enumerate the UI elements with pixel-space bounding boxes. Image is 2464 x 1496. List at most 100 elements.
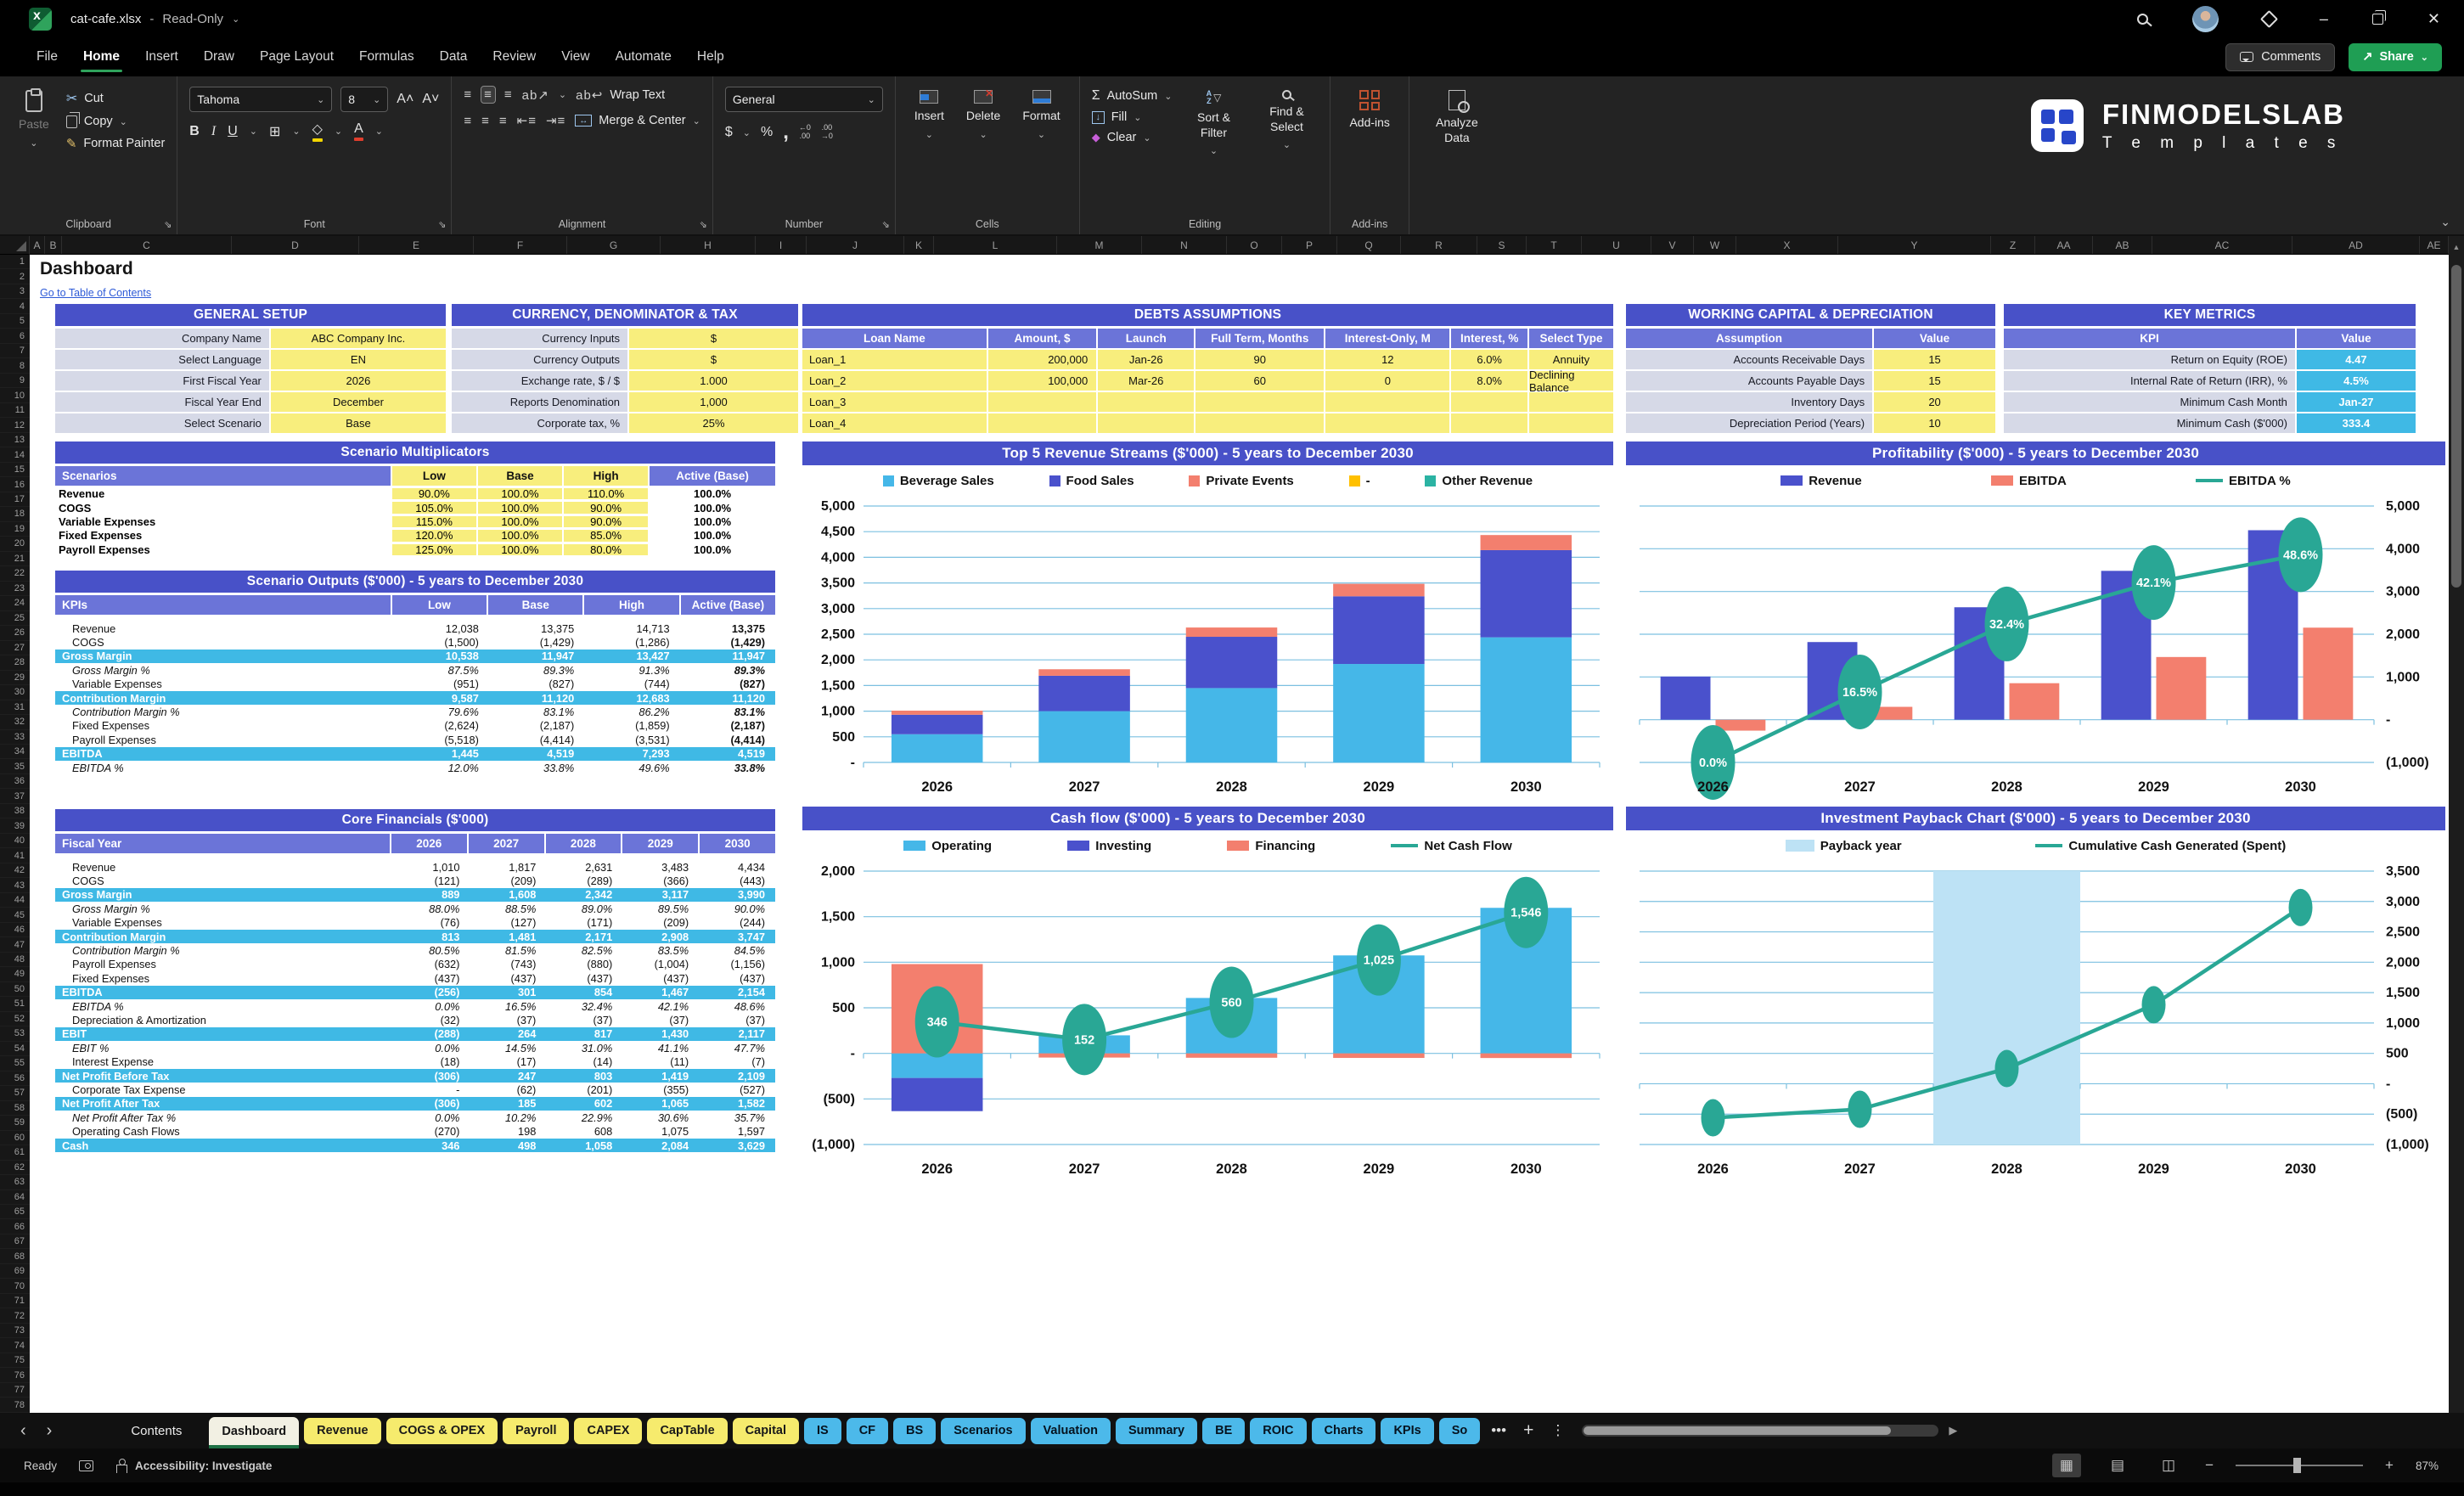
debts-cell[interactable]: Loan_4	[802, 413, 987, 433]
row-header[interactable]: 63	[0, 1175, 30, 1190]
align-left-icon[interactable]: ≡	[464, 113, 473, 128]
debts-cell[interactable]: 0	[1325, 371, 1450, 391]
core_financials-value[interactable]: (437)	[663, 971, 689, 985]
key_metrics-value[interactable]: 333.4	[2296, 413, 2416, 433]
scenario_outputs-value[interactable]: (5,518)	[444, 733, 479, 746]
search-icon[interactable]	[2136, 13, 2148, 25]
scenario_outputs-value[interactable]: 12,683	[584, 690, 680, 706]
working_capital-value[interactable]: 20	[1874, 392, 1995, 412]
scenario_outputs-value[interactable]: 9,587	[393, 690, 489, 706]
sheet-tab-so[interactable]: So	[1438, 1417, 1481, 1444]
core_financials-value[interactable]: (244)	[740, 916, 765, 930]
core_financials-value[interactable]: 2,109	[699, 1068, 775, 1083]
currency_tax-value[interactable]: $	[629, 329, 798, 348]
scenario-multipliers-cell[interactable]: 100.0%	[694, 529, 732, 543]
general_setup-value[interactable]: ABC Company Inc.	[270, 329, 446, 348]
core_financials-value[interactable]: (37)	[669, 1013, 689, 1026]
row-header[interactable]: 68	[0, 1249, 30, 1264]
decrease-decimal-icon[interactable]: .00 →0	[820, 123, 833, 140]
percent-style-icon[interactable]: %	[760, 125, 774, 139]
core_financials-value[interactable]: 1,817	[509, 860, 537, 874]
scenario_outputs-value[interactable]: 4,519	[488, 746, 585, 761]
menu-tab-insert[interactable]: Insert	[145, 49, 178, 64]
core_financials-value[interactable]: 1,582	[699, 1096, 775, 1111]
tabs-prev-icon[interactable]: ‹	[20, 1420, 26, 1440]
row-header[interactable]: 65	[0, 1205, 30, 1220]
scenario-multipliers-cell[interactable]: 105.0%	[391, 502, 476, 515]
debts-cell[interactable]: Loan_2	[802, 371, 987, 391]
premium-gem-icon[interactable]	[2259, 9, 2278, 28]
column-header[interactable]: C	[62, 236, 232, 254]
row-header[interactable]: 52	[0, 1012, 30, 1027]
core_financials-value[interactable]: (437)	[510, 971, 537, 985]
core_financials-value[interactable]: 16.5%	[505, 999, 537, 1013]
debts-cell[interactable]	[1195, 392, 1325, 412]
general_setup-value[interactable]: Base	[270, 413, 446, 433]
core_financials-value[interactable]: (7)	[751, 1055, 765, 1069]
sheet-tab-contents[interactable]: Contents	[131, 1423, 183, 1438]
column-header[interactable]: R	[1401, 236, 1477, 254]
scenario_outputs-value[interactable]: 49.6%	[639, 761, 670, 774]
scenario_outputs-value[interactable]: (951)	[453, 678, 479, 691]
scenario_outputs-value[interactable]: (2,187)	[539, 719, 575, 733]
font-color-icon[interactable]: A	[354, 121, 363, 141]
autosum-button[interactable]: Σ AutoSum ⌄	[1092, 88, 1173, 104]
core_financials-value[interactable]: 247	[470, 1068, 547, 1083]
horizontal-scrollbar[interactable]	[1582, 1425, 1939, 1437]
row-header[interactable]: 53	[0, 1026, 30, 1042]
align-right-icon[interactable]: ≡	[498, 113, 508, 128]
row-header[interactable]: 23	[0, 582, 30, 597]
row-header[interactable]: 66	[0, 1219, 30, 1234]
row-header[interactable]: 22	[0, 566, 30, 582]
row-header[interactable]: 11	[0, 403, 30, 419]
core_financials-value[interactable]: 813	[393, 929, 470, 944]
row-header[interactable]: 42	[0, 863, 30, 879]
currency_tax-value[interactable]: 1.000	[629, 371, 798, 391]
align-top-icon[interactable]: ≡	[464, 87, 473, 102]
column-header[interactable]: N	[1142, 236, 1227, 254]
core_financials-value[interactable]: 1,058	[546, 1138, 623, 1153]
sheet-tab-summary[interactable]: Summary	[1116, 1417, 1198, 1444]
scenario_outputs-value[interactable]: (2,187)	[730, 719, 765, 733]
scenario-multipliers-cell[interactable]: 100.0%	[477, 487, 563, 500]
debts-cell[interactable]	[987, 392, 1097, 412]
zoom-out-button[interactable]: −	[2205, 1457, 2214, 1473]
bold-button[interactable]: B	[189, 123, 200, 138]
row-header[interactable]: 46	[0, 923, 30, 938]
core_financials-value[interactable]: 32.4%	[581, 999, 613, 1013]
dialog-launcher-icon[interactable]: ⇘	[164, 220, 172, 230]
delete-cells-button[interactable]: Delete ⌄	[959, 87, 1007, 143]
core_financials-value[interactable]: 0.0%	[435, 1111, 460, 1124]
core_financials-value[interactable]: 889	[393, 887, 470, 903]
core_financials-value[interactable]: 30.6%	[657, 1111, 689, 1124]
core_financials-value[interactable]: 346	[393, 1138, 470, 1153]
normal-view-icon[interactable]: ▦	[2051, 1454, 2081, 1477]
scenario_outputs-value[interactable]: 83.1%	[734, 706, 765, 719]
sheet-tab-revenue[interactable]: Revenue	[304, 1417, 381, 1444]
core_financials-value[interactable]: (306)	[393, 1096, 470, 1111]
debts-cell[interactable]: 8.0%	[1451, 371, 1527, 391]
core_financials-value[interactable]: (1,004)	[654, 958, 689, 971]
scenario_outputs-value[interactable]: 89.3%	[734, 663, 765, 677]
row-header[interactable]: 10	[0, 388, 30, 403]
chevron-down-icon[interactable]: ⌄	[374, 127, 384, 137]
row-header[interactable]: 34	[0, 745, 30, 760]
share-button[interactable]: ↗ Share ⌄	[2349, 42, 2442, 71]
row-header[interactable]: 19	[0, 522, 30, 537]
row-header[interactable]: 35	[0, 759, 30, 774]
row-header[interactable]: 64	[0, 1190, 30, 1205]
core_financials-value[interactable]: 42.1%	[657, 999, 689, 1013]
core_financials-value[interactable]: 31.0%	[581, 1041, 613, 1055]
core_financials-value[interactable]: 1,597	[737, 1125, 765, 1139]
core_financials-value[interactable]: 817	[546, 1026, 623, 1042]
core_financials-value[interactable]: (121)	[434, 875, 460, 888]
row-header[interactable]: 51	[0, 997, 30, 1012]
core_financials-value[interactable]: 301	[470, 985, 547, 999]
column-header[interactable]: Q	[1337, 236, 1401, 254]
align-bottom-icon[interactable]: ≡	[503, 87, 513, 102]
macro-record-icon[interactable]	[79, 1459, 94, 1471]
font-family-select[interactable]: Tahoma ⌄	[189, 87, 333, 112]
core_financials-value[interactable]: 2,171	[546, 929, 623, 944]
scenario-multipliers-cell[interactable]: 100.0%	[694, 501, 732, 515]
scenario_outputs-value[interactable]: 13,427	[584, 649, 680, 664]
